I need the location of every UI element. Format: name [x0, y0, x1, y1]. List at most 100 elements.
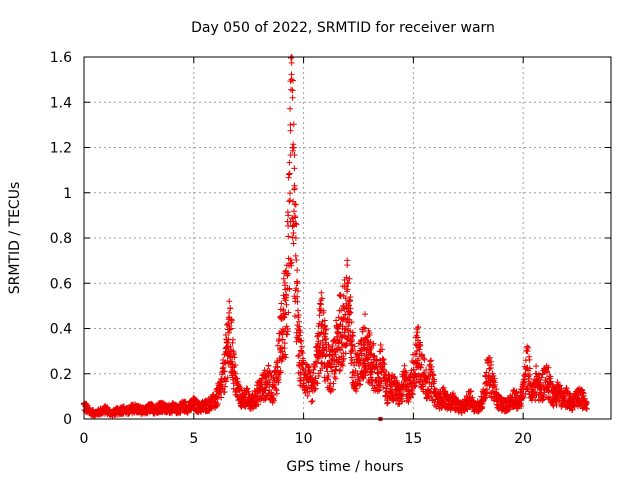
data-point [480, 388, 487, 395]
data-point [550, 388, 557, 395]
data-point [577, 388, 584, 395]
data-point [232, 362, 239, 369]
data-point [226, 326, 233, 333]
data-point [360, 324, 367, 331]
data-point [338, 334, 345, 341]
data-point [295, 314, 302, 321]
data-point [417, 364, 424, 371]
data-point [409, 391, 416, 398]
data-point [347, 309, 354, 316]
data-point [269, 396, 276, 403]
data-point [533, 370, 540, 377]
data-point [555, 382, 562, 389]
data-point [335, 314, 342, 321]
data-point [362, 311, 369, 318]
data-point [568, 397, 575, 404]
data-point [221, 389, 228, 396]
data-point [421, 356, 428, 363]
data-point [286, 159, 293, 166]
data-point [383, 368, 390, 375]
data-point [357, 381, 364, 388]
data-point [476, 400, 483, 407]
data-point [478, 405, 485, 412]
data-point [366, 343, 373, 350]
data-point [292, 214, 299, 221]
data-point [283, 301, 290, 308]
data-point [285, 270, 292, 277]
data-point [347, 328, 354, 335]
data-point [471, 402, 478, 409]
data-point [163, 404, 170, 411]
data-point [279, 348, 286, 355]
data-point [332, 339, 339, 346]
data-point [291, 165, 298, 172]
data-point [294, 298, 301, 305]
data-point [454, 400, 461, 407]
data-point [290, 144, 297, 151]
data-point [315, 354, 322, 361]
data-point [293, 280, 300, 287]
data-point [238, 385, 245, 392]
data-point [282, 351, 289, 358]
data-point [276, 338, 283, 345]
data-point [486, 374, 493, 381]
data-point [223, 336, 230, 343]
data-point [281, 345, 288, 352]
data-point [558, 385, 565, 392]
data-point [388, 375, 395, 382]
data-point [419, 352, 426, 359]
data-point [288, 76, 295, 83]
data-point [201, 400, 208, 407]
data-point [295, 353, 302, 360]
data-point [337, 366, 344, 373]
data-point [353, 359, 360, 366]
data-point [311, 386, 318, 393]
data-point [346, 302, 353, 309]
data-point [222, 383, 229, 390]
data-point [331, 348, 338, 355]
data-point [376, 387, 383, 394]
data-point [441, 388, 448, 395]
y-tick-label: 1.6 [50, 50, 72, 66]
data-point [467, 388, 474, 395]
data-point [493, 393, 500, 400]
x-tick-labels: 0 5 10 15 20 [80, 431, 533, 447]
data-point [333, 363, 340, 370]
data-point [521, 372, 528, 379]
data-point [304, 392, 311, 399]
data-point [431, 378, 438, 385]
data-point [331, 374, 338, 381]
data-point [285, 171, 292, 178]
data-point [316, 312, 323, 319]
data-point [313, 348, 320, 355]
data-point [289, 94, 296, 101]
data-point [261, 367, 268, 374]
data-point [343, 274, 350, 281]
data-point [572, 393, 579, 400]
x-tick-label: 0 [80, 431, 89, 447]
data-point [370, 340, 377, 347]
data-point [179, 400, 186, 407]
data-point [289, 234, 296, 241]
data-point [547, 378, 554, 385]
data-point [308, 398, 315, 405]
grid [84, 57, 611, 419]
data-point [291, 151, 298, 158]
data-point [312, 385, 319, 392]
data-point [286, 285, 293, 292]
data-point [277, 369, 284, 376]
data-point [266, 379, 273, 386]
data-point [368, 378, 375, 385]
data-point [343, 340, 350, 347]
data-point [234, 382, 241, 389]
data-point [312, 375, 319, 382]
data-point [333, 317, 340, 324]
data-point [483, 369, 490, 376]
data-point [486, 354, 493, 361]
data-point [275, 376, 282, 383]
data-point [537, 382, 544, 389]
data-point [270, 397, 277, 404]
data-point [255, 401, 262, 408]
data-point [524, 348, 531, 355]
data-point [326, 359, 333, 366]
